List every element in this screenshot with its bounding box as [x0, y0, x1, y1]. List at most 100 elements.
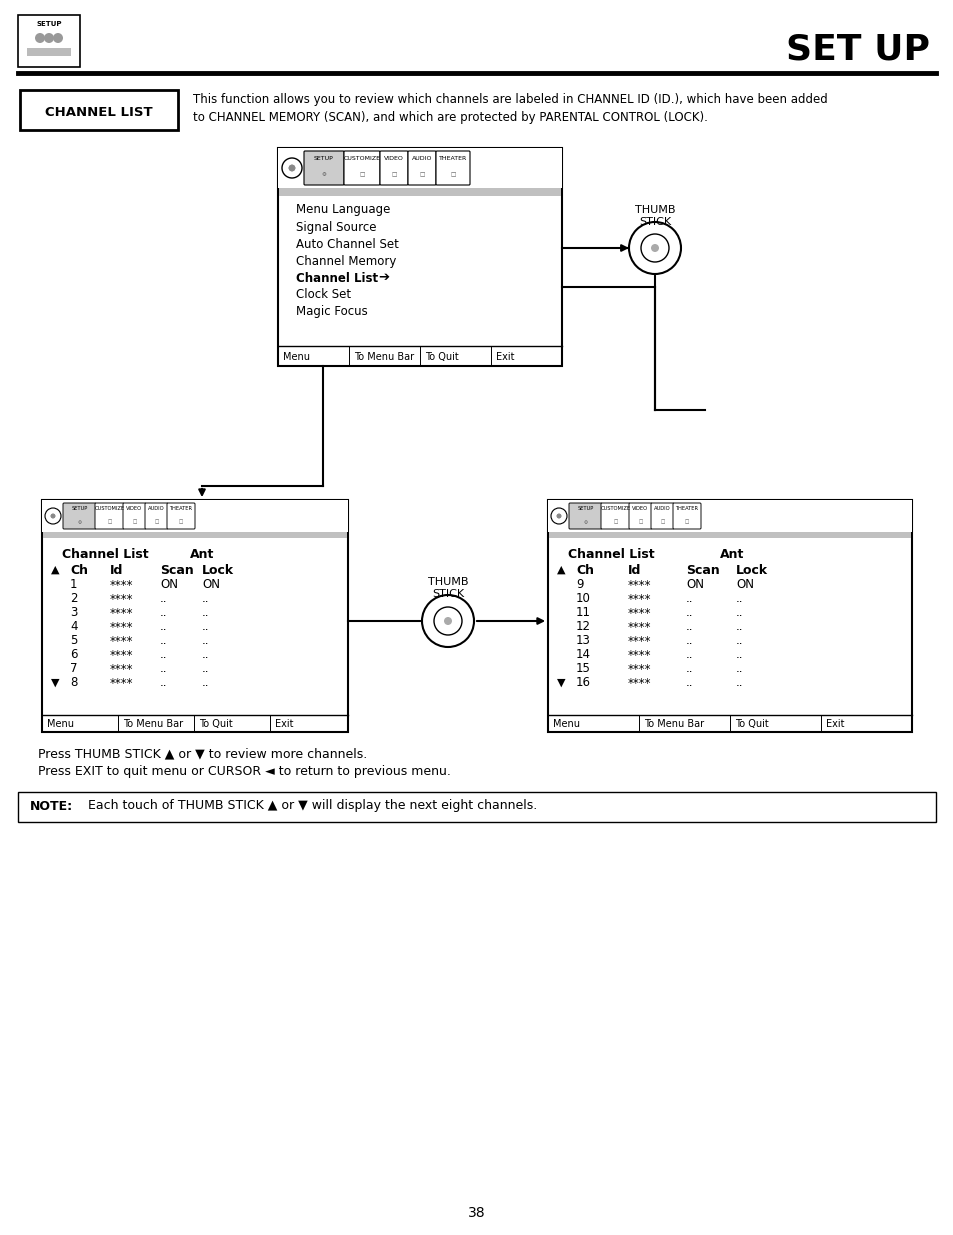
- Text: ..: ..: [735, 620, 742, 634]
- Text: 12: 12: [576, 620, 590, 634]
- Text: ****: ****: [627, 620, 651, 634]
- Text: 2: 2: [70, 593, 77, 605]
- Text: ON: ON: [160, 578, 178, 592]
- Bar: [277, 148, 561, 188]
- Text: 14: 14: [576, 648, 590, 662]
- Text: SETUP: SETUP: [71, 505, 88, 510]
- Bar: [277, 148, 561, 366]
- Text: Scan: Scan: [160, 563, 193, 577]
- Text: 4: 4: [70, 620, 77, 634]
- Text: ..: ..: [735, 635, 742, 647]
- Text: SETUP: SETUP: [577, 505, 593, 510]
- Bar: [42, 500, 348, 732]
- FancyBboxPatch shape: [167, 503, 194, 529]
- FancyBboxPatch shape: [628, 503, 651, 529]
- Text: ..: ..: [735, 593, 742, 605]
- Text: Ant: Ant: [720, 547, 743, 561]
- Circle shape: [45, 508, 61, 524]
- Circle shape: [35, 33, 45, 43]
- FancyBboxPatch shape: [408, 151, 436, 185]
- Text: Lock: Lock: [735, 563, 767, 577]
- Text: Channel List: Channel List: [62, 547, 149, 561]
- Text: ⚙: ⚙: [77, 520, 81, 525]
- Text: Ch: Ch: [70, 563, 88, 577]
- Text: □: □: [132, 520, 136, 525]
- Circle shape: [551, 508, 566, 524]
- Text: 5: 5: [70, 635, 77, 647]
- Text: VIDEO: VIDEO: [632, 505, 648, 510]
- Text: SETUP: SETUP: [36, 21, 62, 27]
- Text: ..: ..: [202, 606, 210, 620]
- Text: ..: ..: [160, 677, 168, 689]
- Text: 1: 1: [70, 578, 77, 592]
- Text: VIDEO: VIDEO: [384, 156, 403, 161]
- Text: 15: 15: [576, 662, 590, 676]
- Text: □: □: [450, 173, 456, 178]
- Text: ****: ****: [110, 635, 133, 647]
- Circle shape: [640, 233, 668, 262]
- Text: Exit: Exit: [274, 719, 294, 729]
- Text: ⚙: ⚙: [583, 520, 587, 525]
- Text: ..: ..: [160, 606, 168, 620]
- Text: to CHANNEL MEMORY (SCAN), and which are protected by PARENTAL CONTROL (LOCK).: to CHANNEL MEMORY (SCAN), and which are …: [193, 110, 707, 124]
- Bar: [27, 48, 71, 56]
- Circle shape: [628, 222, 680, 274]
- Text: To Menu Bar: To Menu Bar: [123, 719, 183, 729]
- Text: ****: ****: [627, 606, 651, 620]
- Circle shape: [650, 245, 659, 252]
- Text: SET UP: SET UP: [785, 33, 929, 67]
- Text: ON: ON: [202, 578, 220, 592]
- Text: VIDEO: VIDEO: [127, 505, 142, 510]
- Text: Channel List: Channel List: [295, 272, 377, 284]
- Text: ..: ..: [685, 635, 693, 647]
- Text: Menu: Menu: [283, 352, 310, 362]
- Circle shape: [51, 514, 55, 517]
- Text: ****: ****: [110, 593, 133, 605]
- Text: ▼: ▼: [51, 678, 59, 688]
- FancyBboxPatch shape: [304, 151, 344, 185]
- Text: Menu: Menu: [553, 719, 579, 729]
- Text: Clock Set: Clock Set: [295, 289, 351, 301]
- Text: ..: ..: [735, 606, 742, 620]
- Text: Channel List: Channel List: [567, 547, 654, 561]
- Text: ****: ****: [110, 648, 133, 662]
- Text: CHANNEL LIST: CHANNEL LIST: [45, 105, 152, 119]
- Text: AUDIO: AUDIO: [148, 505, 165, 510]
- Text: 10: 10: [576, 593, 590, 605]
- Text: ..: ..: [685, 606, 693, 620]
- Text: ****: ****: [110, 677, 133, 689]
- Text: 3: 3: [70, 606, 77, 620]
- FancyBboxPatch shape: [63, 503, 96, 529]
- Text: To Quit: To Quit: [424, 352, 458, 362]
- Text: □: □: [659, 520, 664, 525]
- Text: ..: ..: [735, 677, 742, 689]
- Text: □: □: [154, 520, 158, 525]
- Text: ..: ..: [202, 677, 210, 689]
- Text: □: □: [178, 520, 183, 525]
- Circle shape: [421, 595, 474, 647]
- FancyBboxPatch shape: [600, 503, 629, 529]
- Text: ➔: ➔: [377, 272, 389, 284]
- Circle shape: [434, 606, 461, 635]
- Text: CUSTOMIZE: CUSTOMIZE: [94, 505, 125, 510]
- Text: This function allows you to review which channels are labeled in CHANNEL ID (ID.: This function allows you to review which…: [193, 94, 827, 106]
- FancyBboxPatch shape: [95, 503, 124, 529]
- Text: Signal Source: Signal Source: [295, 221, 376, 233]
- Bar: [18, 15, 80, 67]
- Text: ⚙: ⚙: [321, 173, 326, 178]
- Text: Press THUMB STICK ▲ or ▼ to review more channels.: Press THUMB STICK ▲ or ▼ to review more …: [38, 747, 367, 761]
- Text: ****: ****: [110, 606, 133, 620]
- Text: THEATER: THEATER: [438, 156, 467, 161]
- Text: ..: ..: [202, 593, 210, 605]
- Text: ..: ..: [685, 662, 693, 676]
- Text: Channel Memory: Channel Memory: [295, 254, 395, 268]
- Text: 11: 11: [576, 606, 590, 620]
- Text: □: □: [419, 173, 424, 178]
- Circle shape: [53, 33, 63, 43]
- FancyBboxPatch shape: [123, 503, 146, 529]
- Circle shape: [282, 158, 302, 178]
- FancyBboxPatch shape: [145, 503, 168, 529]
- Text: □: □: [391, 173, 396, 178]
- Text: ..: ..: [685, 620, 693, 634]
- Text: Lock: Lock: [202, 563, 233, 577]
